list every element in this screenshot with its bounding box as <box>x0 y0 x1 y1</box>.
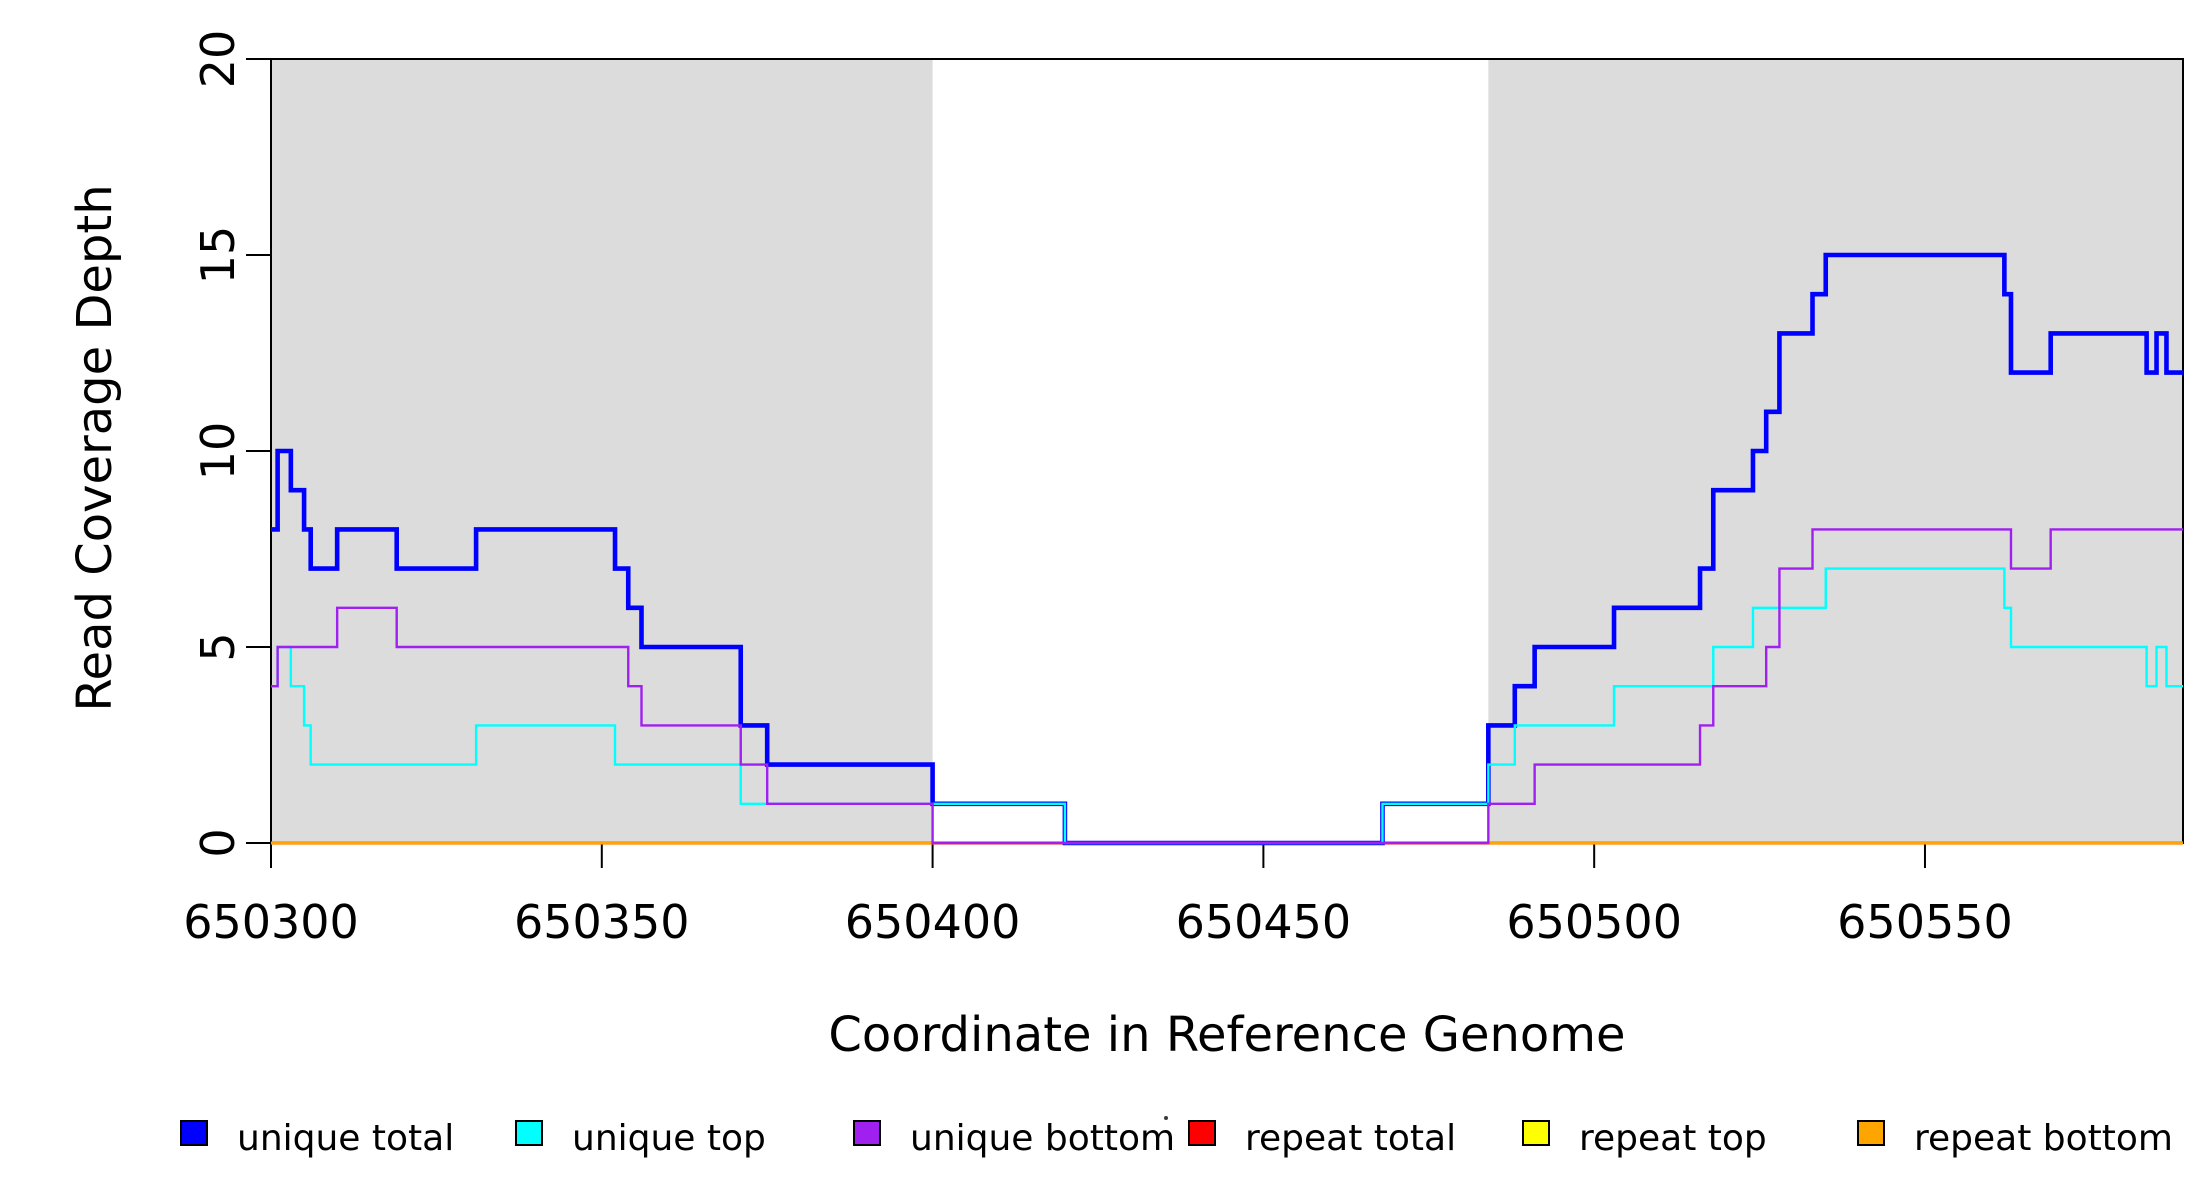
legend-label: repeat bottom <box>1914 1117 2173 1159</box>
y-tick-label: 5 <box>191 632 245 662</box>
legend-label: unique top <box>572 1117 766 1159</box>
legend-label: unique total <box>237 1117 455 1159</box>
x-tick-label: 650500 <box>1506 895 1682 949</box>
legend-swatch-icon <box>180 1120 208 1146</box>
legend-swatch-icon <box>1522 1120 1550 1146</box>
y-tick-label: 20 <box>191 29 245 89</box>
legend-label: repeat top <box>1579 1117 1767 1159</box>
x-axis-title: Coordinate in Reference Genome <box>828 1007 1626 1063</box>
legend-swatch-icon <box>1188 1120 1216 1146</box>
x-tick-label: 650550 <box>1837 895 2013 949</box>
legend-label: unique bottom <box>910 1117 1176 1159</box>
y-tick-label: 10 <box>191 421 245 481</box>
y-tick-label: 15 <box>191 225 245 285</box>
legend-swatch-icon <box>853 1120 881 1146</box>
y-tick-label: 0 <box>191 828 245 858</box>
x-tick-label: 650400 <box>844 895 1021 949</box>
legend-swatch-icon <box>515 1120 543 1146</box>
x-tick-label: 650300 <box>183 895 359 949</box>
stray-dot-artifact <box>1164 1116 1168 1120</box>
series-line-unique-bottom <box>271 528 2183 845</box>
legend-label: repeat total <box>1245 1117 1457 1159</box>
x-tick-label: 650350 <box>513 895 690 949</box>
shaded-region <box>1488 59 2183 843</box>
series-line-unique-total <box>271 252 2183 846</box>
x-tick-label: 650450 <box>1175 895 1352 949</box>
legend-swatch-icon <box>1857 1120 1885 1146</box>
y-axis-title: Read Coverage Depth <box>67 184 123 712</box>
shaded-region <box>271 59 933 843</box>
series-line-unique-top <box>271 567 2183 845</box>
